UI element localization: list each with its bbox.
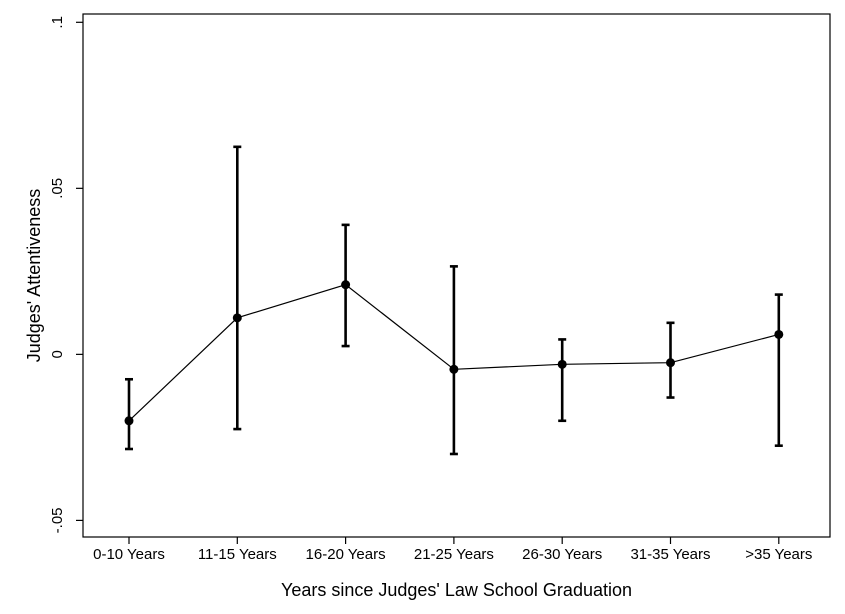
y-tick-label: -.05 bbox=[49, 507, 66, 533]
y-axis: -.05 0 .05 .1 bbox=[49, 16, 83, 533]
data-points bbox=[124, 280, 784, 426]
x-tick-label: 16-20 Years bbox=[306, 546, 386, 563]
plot-area-frame bbox=[82, 13, 831, 538]
y-tick-label: .1 bbox=[49, 16, 66, 29]
y-tick-label: .05 bbox=[49, 178, 66, 199]
data-point bbox=[232, 313, 242, 323]
data-point bbox=[774, 329, 784, 339]
error-bars bbox=[125, 145, 783, 456]
x-tick-label: 31-35 Years bbox=[630, 546, 710, 563]
data-point bbox=[124, 416, 134, 426]
x-tick-label: 11-15 Years bbox=[198, 546, 277, 563]
x-axis: 0-10 Years 11-15 Years 16-20 Years 21-25 Ye… bbox=[93, 537, 812, 563]
x-tick-label: 26-30 Years bbox=[522, 546, 602, 563]
y-tick-label: 0 bbox=[49, 350, 66, 358]
data-point bbox=[341, 280, 351, 290]
x-axis-title: Years since Judges' Law School Graduatio… bbox=[281, 580, 632, 600]
y-axis-title: Judges' Attentiveness bbox=[24, 189, 44, 363]
x-tick-label: >35 Years bbox=[745, 546, 812, 563]
data-point bbox=[557, 359, 567, 369]
x-tick-label: 0-10 Years bbox=[93, 546, 165, 563]
x-tick-label: 21-25 Years bbox=[414, 546, 494, 563]
data-point bbox=[666, 358, 675, 368]
data-point bbox=[449, 364, 459, 374]
